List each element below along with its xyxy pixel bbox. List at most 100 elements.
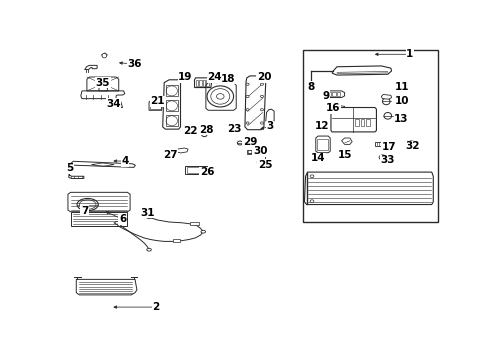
Bar [189,222,199,225]
Polygon shape [116,99,122,108]
Text: 17: 17 [381,142,395,152]
Bar [326,92,330,96]
Bar [165,115,178,126]
Ellipse shape [202,133,206,136]
Text: 19: 19 [178,72,192,82]
Polygon shape [76,279,137,295]
Text: 7: 7 [81,206,88,216]
Ellipse shape [309,175,313,177]
Text: 23: 23 [227,124,242,134]
Text: 16: 16 [325,103,340,113]
Bar [360,120,364,126]
Polygon shape [70,161,135,167]
Text: 22: 22 [183,126,197,135]
Ellipse shape [260,109,263,111]
Text: 25: 25 [257,159,272,170]
Polygon shape [331,66,391,75]
Bar [193,126,204,131]
Text: 33: 33 [380,155,394,165]
Ellipse shape [383,112,391,119]
Text: 10: 10 [394,96,408,107]
Text: 30: 30 [252,146,267,156]
Ellipse shape [260,83,263,85]
Text: 35: 35 [95,77,110,87]
Text: 12: 12 [314,121,328,131]
Bar [354,120,358,126]
Ellipse shape [378,155,385,160]
Text: 2: 2 [152,302,159,312]
Polygon shape [341,138,351,144]
Ellipse shape [201,230,205,233]
Text: 6: 6 [119,214,126,224]
Bar [185,166,207,174]
Text: 13: 13 [393,114,408,125]
Text: 4: 4 [121,156,128,166]
Bar [199,80,202,86]
Polygon shape [324,91,344,98]
Bar [150,102,161,109]
Bar [366,120,369,126]
Polygon shape [304,172,432,204]
Polygon shape [265,109,274,123]
Bar [336,92,340,96]
Polygon shape [68,192,130,212]
Ellipse shape [221,77,228,82]
Text: 1: 1 [406,49,412,59]
Ellipse shape [146,216,151,219]
Polygon shape [381,94,391,99]
Ellipse shape [382,98,389,105]
Ellipse shape [245,83,248,85]
Ellipse shape [102,53,106,58]
Polygon shape [407,141,416,147]
Ellipse shape [409,142,413,145]
Bar [302,50,437,222]
Polygon shape [176,148,188,153]
Text: 14: 14 [310,153,325,163]
Text: 36: 36 [127,59,142,69]
Bar [165,100,178,111]
Ellipse shape [245,95,248,98]
Ellipse shape [237,141,242,145]
Text: 3: 3 [266,121,273,131]
Bar [246,150,255,153]
Polygon shape [84,66,97,69]
Text: 34: 34 [106,99,121,109]
Bar [165,85,178,96]
Text: 18: 18 [220,74,235,84]
Text: 24: 24 [207,72,222,82]
Text: 31: 31 [140,208,155,218]
Polygon shape [149,100,163,110]
Polygon shape [194,78,211,87]
Ellipse shape [77,198,98,211]
Bar [186,167,205,173]
Text: 8: 8 [307,82,314,92]
Text: 21: 21 [150,96,164,107]
Ellipse shape [309,200,313,203]
Text: 15: 15 [337,150,351,159]
Polygon shape [244,76,265,130]
Polygon shape [330,108,376,132]
Bar [196,80,198,86]
Polygon shape [163,80,180,129]
Ellipse shape [260,95,263,98]
Bar [331,92,335,96]
Text: 5: 5 [66,163,73,174]
Bar [374,142,383,146]
Text: 11: 11 [394,82,408,92]
Ellipse shape [216,94,224,99]
Polygon shape [70,212,127,226]
Polygon shape [81,91,124,99]
Text: 9: 9 [322,91,329,101]
Polygon shape [99,80,107,91]
Polygon shape [102,53,107,57]
Bar [203,80,205,86]
Bar [317,139,327,150]
Ellipse shape [115,221,119,224]
Text: 26: 26 [200,167,214,177]
Text: 20: 20 [256,72,270,82]
Ellipse shape [260,122,263,124]
Ellipse shape [146,248,151,251]
Bar [206,80,208,86]
Polygon shape [68,171,84,179]
Ellipse shape [245,109,248,111]
